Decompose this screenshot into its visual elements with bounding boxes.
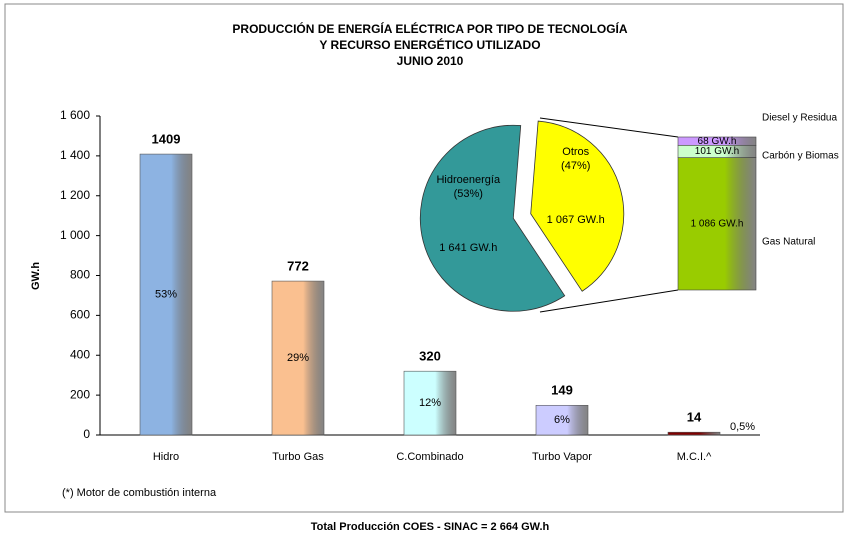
pie-slice [419,124,566,312]
legend-label: Gas Natural [762,237,815,248]
y-tick-label: 200 [70,387,90,401]
y-tick-label: 1 000 [60,228,90,242]
value-label: 68 GW.h [698,136,737,147]
share-label: 0,5% [730,421,755,433]
share-label: 12% [419,397,441,409]
y-tick-label: 1 200 [60,188,90,202]
stack-segment [677,157,757,291]
legend-label: Diesel y Residua [762,113,837,124]
y-tick-label: 1 600 [60,108,90,122]
bar [403,370,457,436]
bar [535,404,589,436]
connector [539,117,679,138]
y-tick-label: 1 400 [60,148,90,162]
share-label: 53% [155,288,177,300]
pie-slice [530,120,625,292]
footnote: (*) Motor de combustión interna [62,487,217,499]
value-label: 101 GW.h [695,146,739,157]
share-label: 6% [554,414,570,426]
value-label: 1 067 GW.h [547,214,605,226]
legend-label: Carbón y Biomas [762,151,839,162]
value-label: 320 [419,349,441,364]
y-tick-label: 600 [70,308,90,322]
slice-name: Hidroenergía [436,174,500,186]
bar [271,280,325,436]
frame [4,3,844,513]
value-label: 149 [551,383,573,398]
share-label: 29% [287,352,309,364]
value-label: 772 [287,259,309,274]
share-label: (47%) [561,160,590,172]
total: Total Producción COES - SINAC = 2 664 GW… [311,521,550,533]
chart-title: PRODUCCIÓN DE ENERGÍA ELÉCTRICA POR TIPO… [232,21,627,36]
x-tick-label: Turbo Vapor [532,451,592,463]
connector [539,289,679,313]
x-tick-label: M.C.I.^ [677,451,712,463]
y-axis-label: GW.h [30,262,42,290]
stack-segment [677,136,757,146]
share-label: (53%) [454,188,483,200]
bar [667,431,721,436]
x-tick-label: Hidro [153,451,179,463]
value-label: 1 086 GW.h [691,218,744,229]
x-tick-label: C.Combinado [396,451,463,463]
y-tick-label: 0 [83,427,90,441]
chart-title: Y RECURSO ENERGÉTICO UTILIZADO [319,37,540,52]
x-tick-label: Turbo Gas [272,451,324,463]
value-label: 14 [687,410,702,425]
y-tick-label: 400 [70,347,90,361]
value-label: 1 641 GW.h [439,242,497,254]
chart-title: JUNIO 2010 [397,54,464,68]
y-tick-label: 800 [70,268,90,282]
bar [139,153,193,436]
slice-name: Otros [562,146,589,158]
value-label: 1409 [152,132,181,147]
